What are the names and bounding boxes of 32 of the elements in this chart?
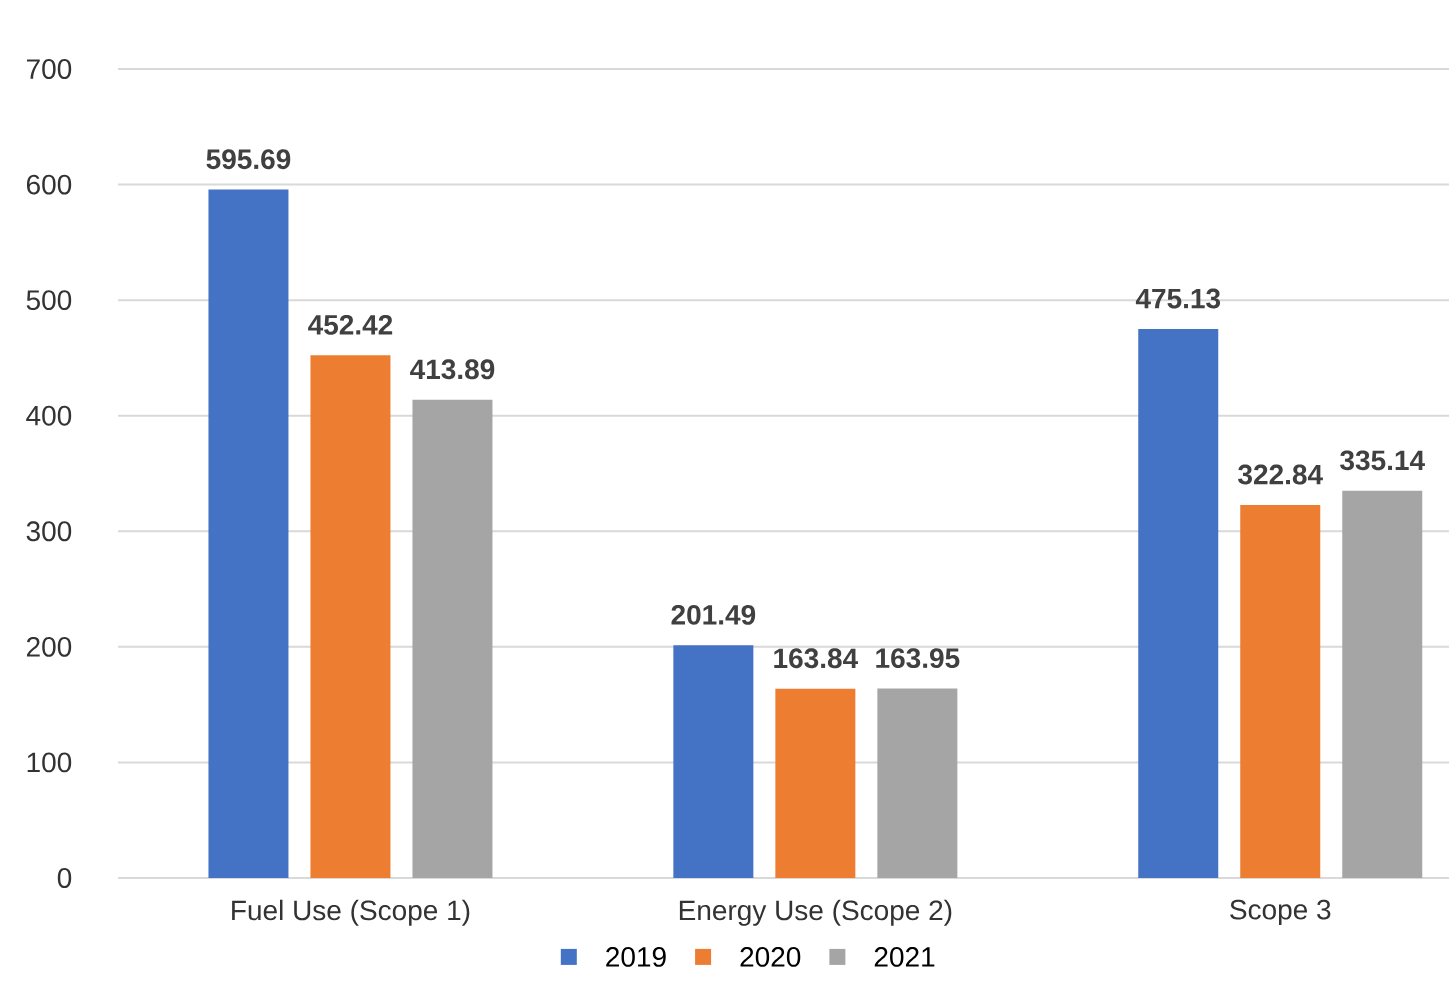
bar: [208, 189, 289, 878]
legend-label: 2021: [874, 947, 935, 967]
data-label: 335.14: [1340, 450, 1425, 471]
bar: [1240, 504, 1321, 878]
x-tick-label: Energy Use (Scope 2): [679, 899, 952, 926]
bar: [412, 399, 493, 878]
y-tick-label: 200: [26, 636, 72, 657]
bar: [1138, 328, 1219, 878]
data-label: 413.89: [410, 359, 495, 380]
bar: [877, 688, 958, 878]
bar: [775, 688, 856, 878]
data-label: 475.13: [1135, 288, 1221, 309]
bar: [1342, 490, 1423, 878]
bar: [673, 645, 754, 878]
data-label: 595.69: [206, 149, 291, 170]
x-tick-label: Scope 3: [1230, 899, 1331, 926]
x-tick-label: Fuel Use (Scope 1): [232, 899, 470, 926]
data-label: 201.49: [671, 604, 756, 625]
y-tick-label: 600: [26, 174, 72, 195]
data-label: 163.95: [876, 648, 960, 669]
data-label: 452.42: [308, 314, 393, 335]
y-tick-label: 700: [27, 59, 72, 79]
data-label: 322.84: [1238, 464, 1323, 485]
data-label: 163.84: [774, 648, 859, 669]
bar: [310, 355, 391, 878]
y-tick-label: 100: [27, 752, 72, 773]
y-tick-label: 0: [57, 868, 72, 888]
y-tick-label: 400: [26, 405, 72, 426]
legend-label: 2020: [740, 947, 801, 967]
y-tick-label: 500: [26, 290, 72, 311]
y-tick-label: 300: [26, 521, 72, 542]
legend-label: 2019: [606, 947, 666, 967]
